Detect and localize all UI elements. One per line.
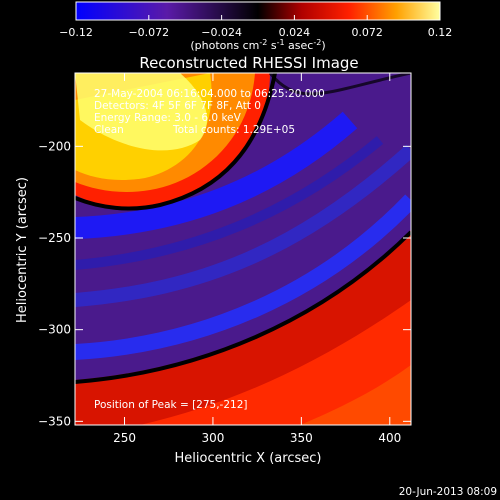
heatmap-image: [75, 73, 411, 425]
plot-frame: [74, 72, 412, 426]
colorbar-ticks: −0.12 −0.072 −0.024 0.024 0.072 0.12: [59, 15, 452, 39]
colorbar-tick-label: −0.12: [59, 26, 93, 39]
y-axis-label: Heliocentric Y (arcsec): [15, 177, 30, 323]
observation-info: 27-May-2004 06:16:04.000 to 06:25:20.000…: [94, 88, 325, 136]
x-axis-ticks: 250 300 350 400: [113, 73, 401, 445]
x-tick-label: 250: [113, 431, 136, 445]
colorbar-frame: [75, 1, 441, 21]
colorbar-tick-label: 0.12: [428, 26, 453, 39]
colorbar: −0.12 −0.072 −0.024 0.024 0.072 0.12 (photons…: [59, 1, 452, 52]
info-time-range: 27-May-2004 06:16:04.000 to 06:25:20.000: [94, 88, 325, 100]
timestamp: 20-Jun-2013 08:09: [399, 486, 497, 498]
x-tick-label: 350: [290, 431, 313, 445]
colorbar-label: (photons cm-2 s-1 asec-2): [190, 38, 325, 52]
info-method: Clean: [94, 124, 124, 136]
colorbar-gradient: [76, 2, 440, 20]
y-tick-label: −250: [38, 231, 71, 245]
info-energy-range: Energy Range: 3.0 - 6.0 keV: [94, 112, 242, 124]
colorbar-tick-label: 0.072: [351, 26, 383, 39]
colorbar-tick-label: −0.024: [201, 26, 242, 39]
peak-position: Position of Peak = [275,-212]: [94, 399, 248, 411]
y-tick-label: −300: [38, 323, 71, 337]
colorbar-tick-label: 0.024: [279, 26, 311, 39]
info-total-counts: Total counts: 1.29E+05: [172, 124, 295, 136]
y-axis-ticks: −200 −250 −300 −350: [38, 139, 411, 428]
chart-title: Reconstructed RHESSI Image: [139, 54, 358, 72]
x-tick-label: 300: [201, 431, 224, 445]
y-tick-label: −350: [38, 414, 71, 428]
y-tick-label: −200: [38, 139, 71, 153]
x-axis-label: Heliocentric X (arcsec): [175, 451, 322, 466]
info-detectors: Detectors: 4F 5F 6F 7F 8F, Att 0: [94, 100, 261, 112]
x-tick-label: 400: [378, 431, 401, 445]
colorbar-tick-label: −0.072: [128, 26, 169, 39]
